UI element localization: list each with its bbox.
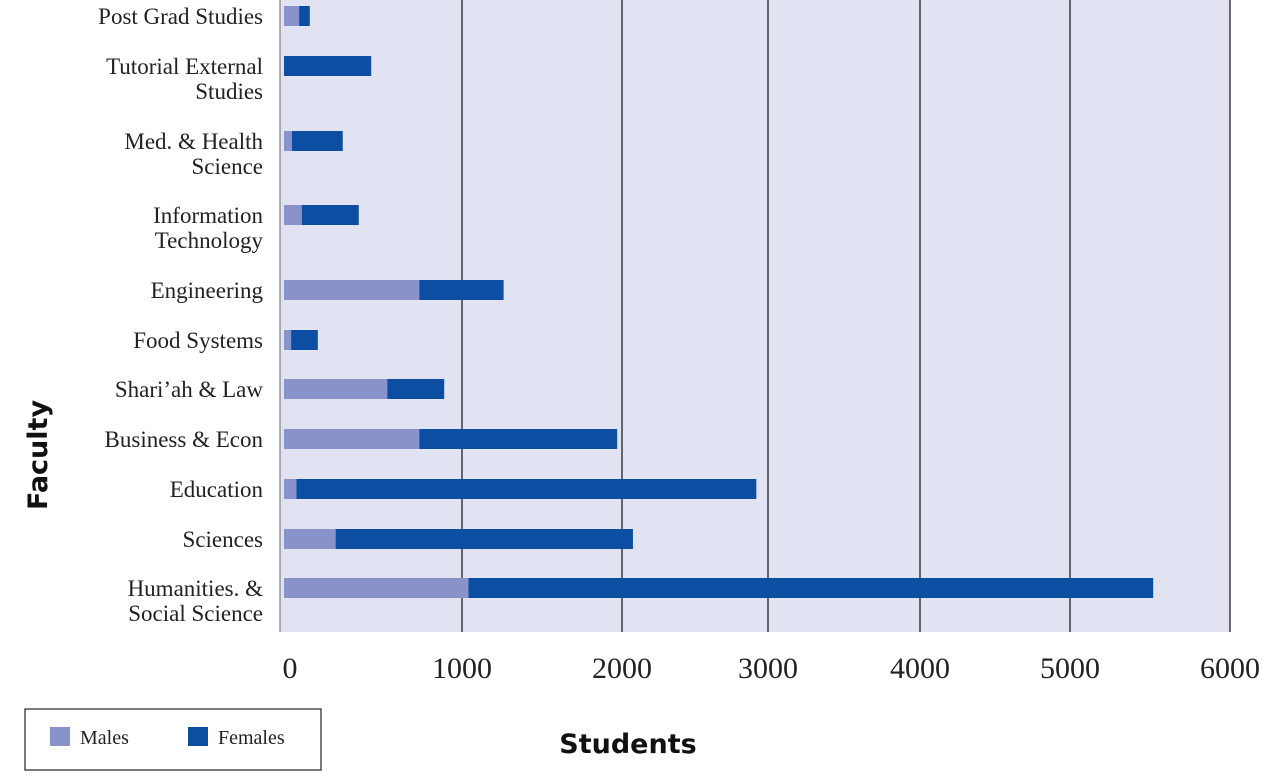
bar-males [284, 578, 469, 598]
category-label: Business & Econ [105, 427, 264, 452]
bar-males [284, 205, 302, 225]
bar-females [419, 280, 504, 300]
legend-box [24, 708, 322, 771]
bar-males [284, 6, 300, 26]
x-tick-label: 2000 [592, 652, 652, 685]
category-label: Science [191, 154, 263, 179]
bar-females [335, 529, 633, 549]
bar-males [284, 529, 336, 549]
category-label: Social Science [128, 601, 263, 626]
category-label: Food Systems [133, 328, 263, 353]
bar-males [284, 379, 388, 399]
category-label: Engineering [151, 278, 264, 303]
bar-males [284, 131, 293, 151]
legend-label: Females [218, 727, 285, 749]
category-label: Sciences [183, 527, 264, 552]
bar-females [299, 6, 310, 26]
bar-females [284, 56, 372, 76]
legend-swatch [188, 727, 208, 746]
legend-label: Males [80, 727, 129, 749]
x-tick-label: 5000 [1040, 652, 1100, 685]
category-label: Shari’ah & Law [115, 377, 264, 402]
category-label: Tutorial External [106, 54, 263, 79]
category-label: Information [153, 203, 263, 228]
bar-females [387, 379, 445, 399]
x-tick-label: 0 [283, 652, 298, 685]
category-label: Studies [195, 79, 263, 104]
category-label: Post Grad Studies [98, 4, 263, 29]
bar-males [284, 429, 420, 449]
bar-females [296, 479, 757, 499]
x-axis-title: Students [559, 729, 696, 760]
category-label: Humanities. & [128, 576, 264, 601]
bar-females [419, 429, 618, 449]
category-label: Med. & Health [124, 129, 263, 154]
bar-females [468, 578, 1154, 598]
category-label: Education [170, 477, 264, 502]
y-axis-title: Faculty [23, 400, 54, 510]
bar-females [291, 330, 318, 350]
bar-females [301, 205, 359, 225]
x-tick-label: 4000 [890, 652, 950, 685]
bar-males [284, 330, 292, 350]
bar-females [292, 131, 343, 151]
bar-males [284, 479, 297, 499]
x-tick-label: 3000 [738, 652, 798, 685]
category-label: Technology [155, 228, 264, 253]
bar-males [284, 280, 420, 300]
legend-swatch [50, 727, 70, 746]
x-tick-label: 1000 [432, 652, 492, 685]
legend: Males Females [24, 708, 322, 771]
x-tick-label: 6000 [1200, 652, 1260, 685]
plot-area [280, 0, 1230, 632]
